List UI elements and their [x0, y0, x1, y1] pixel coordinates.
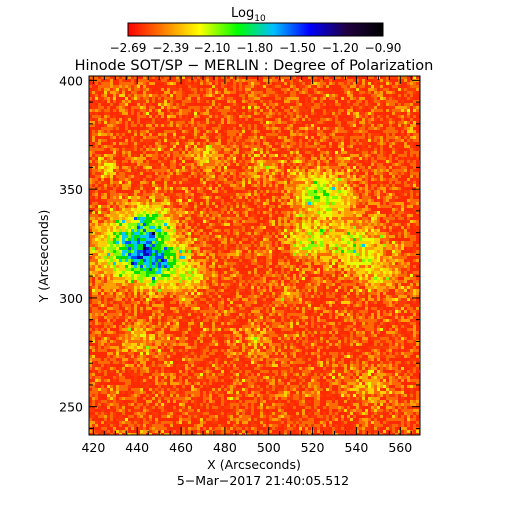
colorbar-tick-label: −2.10	[194, 41, 231, 55]
x-axis-label: X (Arcseconds)	[207, 457, 301, 472]
colorbar-tick-label: −2.39	[152, 41, 189, 55]
x-tick-label: 520	[301, 440, 325, 455]
x-tick-label: 540	[345, 440, 369, 455]
colorbar-tick-label: −1.80	[236, 41, 273, 55]
x-tick-label: 560	[388, 440, 412, 455]
y-tick-label: 250	[59, 400, 83, 415]
colorbar-tick-label: −1.50	[279, 41, 316, 55]
colorbar-tick-label: −2.69	[110, 41, 147, 55]
colorbar-title-main: Log	[231, 6, 254, 21]
colorbar-ticks: −2.69 −2.39 −2.10 −1.80 −1.50 −1.20 −0.90	[110, 41, 402, 55]
heatmap	[89, 76, 420, 435]
x-tick-label: 500	[257, 440, 281, 455]
colorbar	[127, 22, 384, 37]
axis-ticks: 420 440 460 480 500 520 540 560 250 300 350 400	[59, 73, 420, 455]
colorbar-tick-label: −1.20	[322, 41, 359, 55]
x-tick-label: 480	[213, 440, 237, 455]
x-tick-label: 440	[125, 440, 149, 455]
colorbar-title-subscript: 10	[254, 14, 266, 24]
x-tick-label: 420	[81, 440, 105, 455]
y-tick-label: 300	[59, 291, 83, 306]
chart-title: Hinode SOT/SP − MERLIN : Degree of Polar…	[75, 58, 434, 74]
timestamp: 5−Mar−2017 21:40:05.512	[177, 473, 349, 488]
plot-frame	[88, 75, 421, 436]
colorbar-title: Log10	[231, 6, 266, 24]
y-axis-label: Y (Arcseconds)	[36, 210, 51, 304]
x-tick-label: 460	[169, 440, 193, 455]
y-tick-label: 350	[59, 182, 83, 197]
colorbar-tick-label: −0.90	[365, 41, 402, 55]
y-tick-label: 400	[59, 73, 83, 88]
